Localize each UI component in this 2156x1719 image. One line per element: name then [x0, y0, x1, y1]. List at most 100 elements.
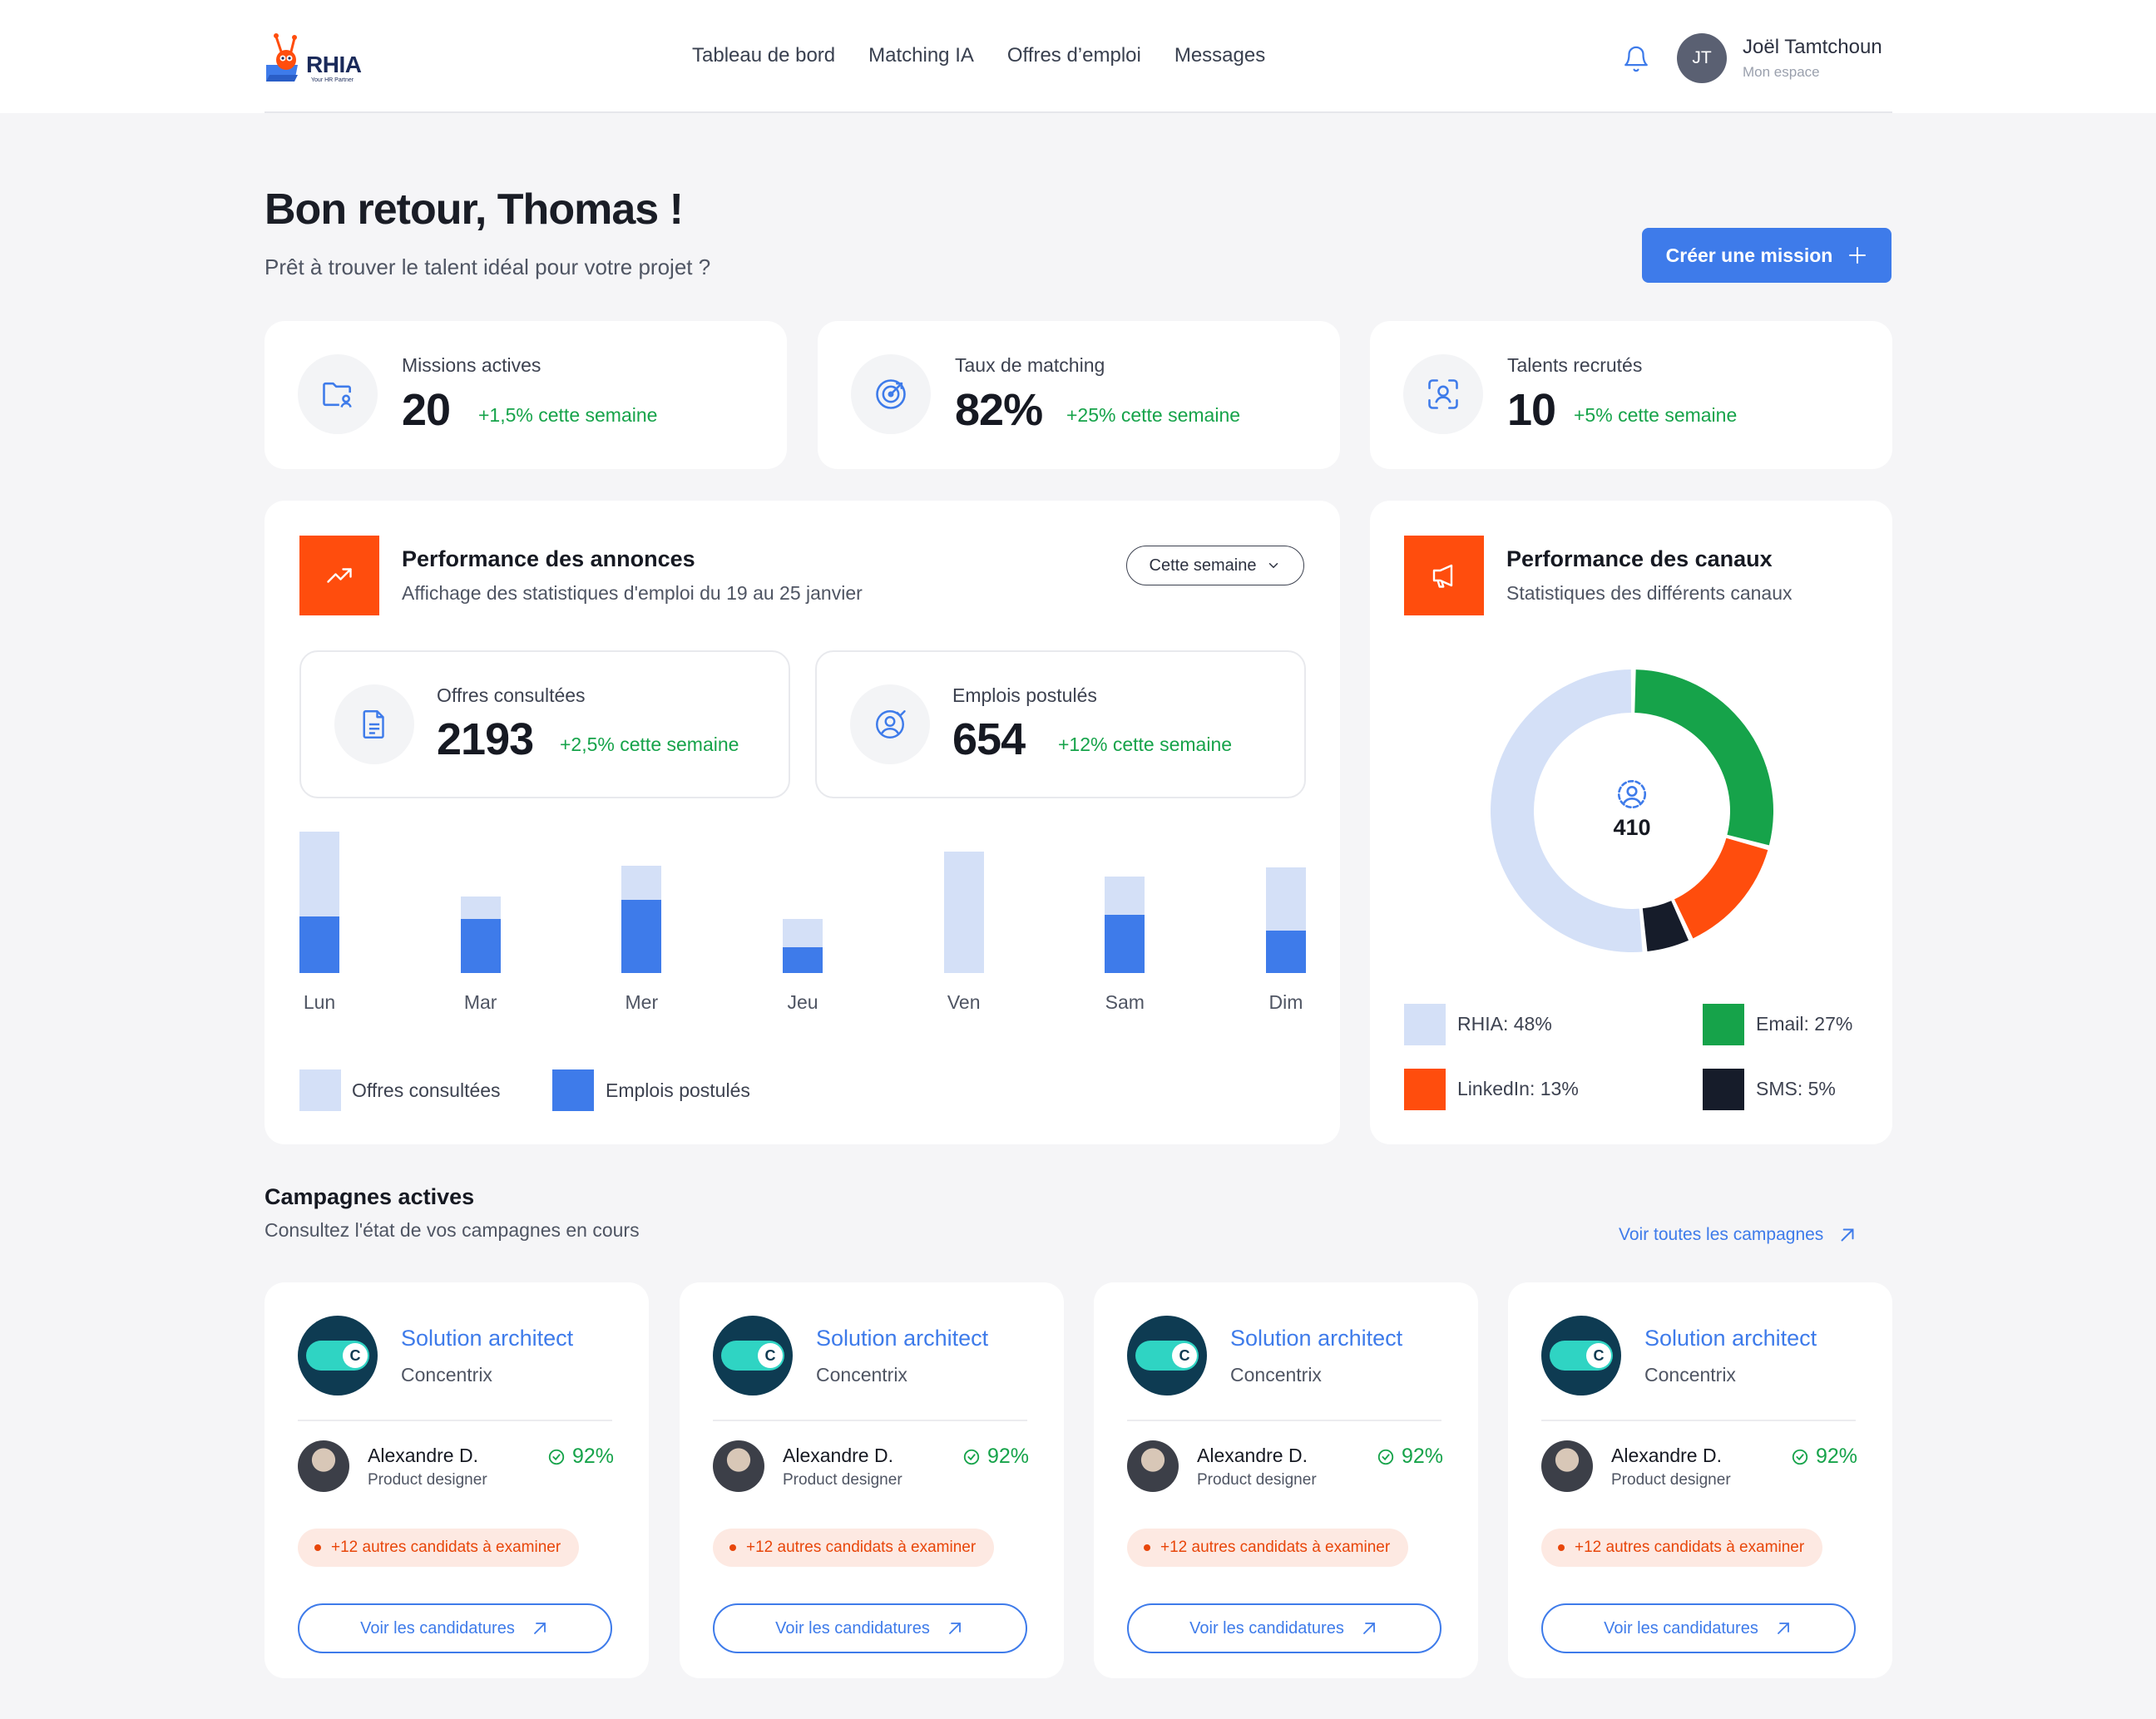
view-applications-button[interactable]: Voir les candidatures — [713, 1603, 1027, 1653]
plus-icon — [1849, 247, 1867, 264]
company-logo: C — [713, 1316, 793, 1395]
kpi-icon-wrap — [851, 354, 931, 434]
match-score: 92% — [1377, 1445, 1443, 1469]
legend-swatch-sms — [1703, 1069, 1744, 1110]
bell-icon[interactable] — [1622, 45, 1650, 73]
nav-item-dashboard[interactable]: Tableau de bord — [692, 44, 836, 67]
campaign-role[interactable]: Solution architect — [816, 1326, 989, 1351]
match-score: 92% — [962, 1445, 1029, 1469]
campaigns-title: Campagnes actives — [265, 1184, 475, 1209]
stat-card-views: Offres consultées 2193 +2,5% cette semai… — [299, 650, 790, 798]
logo-tagline: Your HR Partner — [311, 77, 354, 83]
legend-swatch-email — [1703, 1004, 1744, 1045]
bar-applications-lun — [299, 916, 339, 973]
legend-label-applications: Emplois postulés — [606, 1079, 750, 1101]
candidate-name[interactable]: Alexandre D. — [783, 1445, 893, 1466]
view-applications-button[interactable]: Voir les candidatures — [298, 1603, 612, 1653]
ads-icon-wrap — [299, 536, 379, 615]
candidate-avatar — [1127, 1440, 1179, 1492]
pending-candidates-text: +12 autres candidats à examiner — [1575, 1539, 1805, 1556]
match-score-value: 92% — [1401, 1445, 1443, 1468]
kpi-card-matching: Taux de matching 82% +25% cette semaine — [818, 321, 1340, 469]
match-score-value: 92% — [987, 1445, 1029, 1468]
arrow-up-right-icon — [1777, 1623, 1789, 1634]
match-score-value: 92% — [1815, 1445, 1857, 1468]
company-logo-letter: C — [343, 1343, 368, 1368]
period-select[interactable]: Cette semaine — [1126, 546, 1304, 585]
candidate-avatar — [1541, 1440, 1593, 1492]
divider — [1127, 1420, 1441, 1421]
ads-performance-card — [265, 501, 1340, 1144]
create-mission-button[interactable]: Créer une mission — [1642, 228, 1891, 283]
match-score-value: 92% — [571, 1445, 614, 1468]
channels-title: Performance des canaux — [1506, 546, 1773, 571]
campaign-role[interactable]: Solution architect — [1230, 1326, 1403, 1351]
divider — [713, 1420, 1027, 1421]
candidate-name[interactable]: Alexandre D. — [1197, 1445, 1308, 1466]
legend-label-linkedin: LinkedIn: 13% — [1457, 1078, 1579, 1099]
scan-user-icon — [1428, 379, 1458, 409]
nav-item-messages[interactable]: Messages — [1174, 44, 1266, 67]
candidate-avatar — [298, 1440, 349, 1492]
company-logo-letter: C — [1172, 1343, 1197, 1368]
nav-item-job-offers[interactable]: Offres d’emploi — [1006, 44, 1141, 67]
stat-label: Emplois postulés — [952, 684, 1097, 706]
pending-candidates-badge: +12 autres candidats à examiner — [713, 1529, 995, 1567]
candidate-name[interactable]: Alexandre D. — [368, 1445, 478, 1466]
header-divider — [265, 111, 1892, 113]
legend-swatch-linkedin — [1404, 1069, 1446, 1110]
candidate-role: Product designer — [1197, 1471, 1317, 1489]
campaign-company: Concentrix — [1644, 1364, 1736, 1386]
bar-applications-mar — [460, 919, 501, 973]
nav-item-ai-matching[interactable]: Matching IA — [868, 44, 974, 67]
candidate-avatar — [713, 1440, 764, 1492]
match-score: 92% — [1791, 1445, 1857, 1469]
stat-label: Offres consultées — [437, 684, 586, 706]
kpi-icon-wrap — [298, 354, 378, 434]
bar-applications-mer — [621, 899, 662, 973]
page-title: Bon retour, Thomas ! — [265, 185, 684, 234]
legend-label-rhia: RHIA: 48% — [1457, 1013, 1552, 1035]
bar-axis-label: Sam — [1105, 991, 1145, 1013]
check-circle-icon — [1792, 1449, 1808, 1465]
user-avatar[interactable]: JT — [1677, 33, 1727, 83]
view-applications-label: Voir les candidatures — [360, 1618, 515, 1637]
chevron-down-icon — [1269, 563, 1278, 569]
see-all-label: Voir toutes les campagnes — [1619, 1225, 1824, 1244]
company-logo: C — [1541, 1316, 1621, 1395]
donut-slice-sms — [1642, 901, 1689, 951]
rhia-logo[interactable]: RHIA Your HR Partner — [265, 32, 362, 86]
bar-axis-label: Ven — [947, 991, 981, 1013]
legend-label-views: Offres consultées — [352, 1079, 501, 1101]
user-target-icon — [876, 710, 906, 738]
ads-subtitle: Affichage des statistiques d'emploi du 1… — [402, 582, 863, 604]
legend-label-sms: SMS: 5% — [1756, 1078, 1836, 1099]
legend-swatch-applications — [552, 1069, 594, 1111]
bar-axis-label: Dim — [1268, 991, 1303, 1013]
pending-candidates-text: +12 autres candidats à examiner — [1160, 1539, 1391, 1556]
view-applications-button[interactable]: Voir les candidatures — [1127, 1603, 1441, 1653]
divider — [298, 1420, 612, 1421]
see-all-campaigns-link[interactable]: Voir toutes les campagnes — [1619, 1224, 1858, 1246]
stat-delta: +2,5% cette semaine — [560, 734, 739, 755]
stat-card-applications: Emplois postulés 654 +12% cette semaine — [815, 650, 1306, 798]
kpi-card-missions: Missions actives 20 +1,5% cette semaine — [265, 321, 787, 469]
kpi-value: 82% — [955, 385, 1043, 435]
stat-icon-wrap — [334, 684, 414, 764]
view-applications-button[interactable]: Voir les candidatures — [1541, 1603, 1856, 1653]
top-bar — [0, 0, 2156, 113]
candidate-name[interactable]: Alexandre D. — [1611, 1445, 1722, 1466]
arrow-up-right-icon — [533, 1623, 546, 1634]
arrow-up-right-icon — [1362, 1623, 1375, 1634]
check-circle-icon — [548, 1449, 565, 1465]
kpi-icon-wrap — [1403, 354, 1483, 434]
campaign-role[interactable]: Solution architect — [401, 1326, 574, 1351]
user-name[interactable]: Joël Tamtchoun — [1743, 36, 1882, 58]
campaign-role[interactable]: Solution architect — [1644, 1326, 1817, 1351]
weekly-bar-chart: Lun Mar Mer Jeu Ven Sam Dim — [299, 832, 1306, 1015]
check-circle-icon — [963, 1449, 980, 1465]
campaigns-subtitle: Consultez l'état de vos campagnes en cou… — [265, 1219, 640, 1241]
company-logo: C — [298, 1316, 378, 1395]
ads-title: Performance des annonces — [402, 546, 695, 571]
user-subtitle: Mon espace — [1743, 64, 1820, 80]
